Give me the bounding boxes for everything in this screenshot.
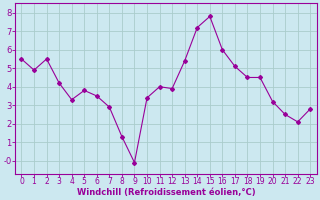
X-axis label: Windchill (Refroidissement éolien,°C): Windchill (Refroidissement éolien,°C) <box>76 188 255 197</box>
